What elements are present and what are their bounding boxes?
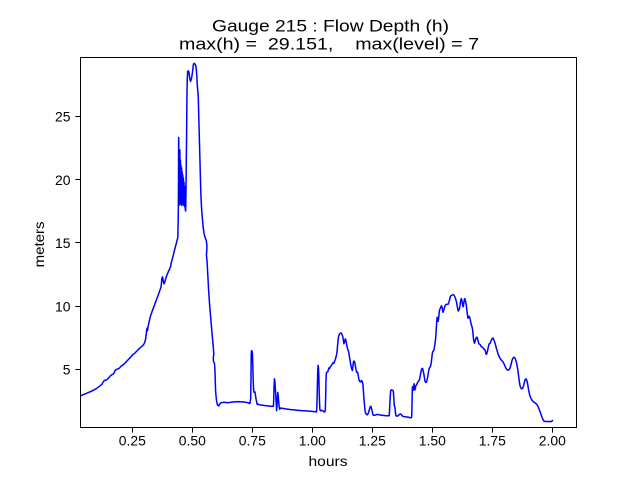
svg-text:0.50: 0.50 bbox=[179, 433, 206, 449]
svg-text:0.75: 0.75 bbox=[239, 433, 266, 449]
svg-text:hours: hours bbox=[309, 453, 348, 469]
svg-text:25: 25 bbox=[55, 109, 71, 125]
svg-text:1.50: 1.50 bbox=[419, 433, 446, 449]
svg-text:5: 5 bbox=[63, 362, 71, 378]
svg-text:1.00: 1.00 bbox=[299, 433, 326, 449]
svg-text:2.00: 2.00 bbox=[539, 433, 566, 449]
svg-text:15: 15 bbox=[55, 235, 71, 251]
svg-text:10: 10 bbox=[55, 298, 71, 314]
svg-text:20: 20 bbox=[55, 172, 71, 188]
svg-text:1.75: 1.75 bbox=[479, 433, 506, 449]
svg-text:max(h) = 29.151, max(level: max(h) = 29.151, max(level) = 7 bbox=[179, 34, 479, 53]
svg-text:meters: meters bbox=[31, 221, 47, 267]
svg-text:1.25: 1.25 bbox=[359, 433, 386, 449]
svg-text:Gauge 215 : Flow Depth (h): Gauge 215 : Flow Depth (h) bbox=[212, 16, 449, 35]
svg-text:0.25: 0.25 bbox=[119, 433, 146, 449]
